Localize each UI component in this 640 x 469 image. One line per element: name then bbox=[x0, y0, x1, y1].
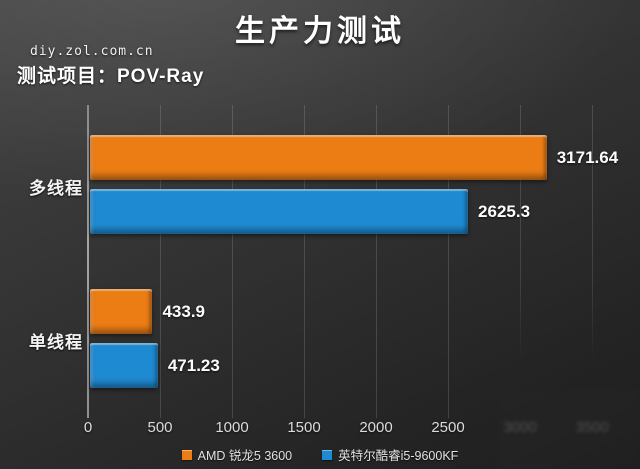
legend-item: 英特尔酷睿i5-9600KF bbox=[322, 445, 458, 464]
gridline-500 bbox=[160, 105, 161, 418]
category-label: 单线程 bbox=[29, 332, 83, 352]
x-tick-label: 3000 bbox=[503, 419, 537, 436]
x-tick-label: 500 bbox=[147, 419, 173, 436]
legend-label: AMD 锐龙5 3600 bbox=[197, 449, 293, 463]
watermark-text: diy.zol.com.cn bbox=[30, 44, 154, 59]
gridline-1500 bbox=[304, 105, 305, 418]
legend-label: 英特尔酷睿i5-9600KF bbox=[338, 449, 459, 463]
gridline-3500 bbox=[592, 105, 593, 418]
x-tick-label: 2500 bbox=[431, 419, 465, 436]
legend-swatch-icon bbox=[181, 449, 192, 460]
x-tick-label: 0 bbox=[83, 419, 93, 436]
test-item-label: 测试项目：POV-Ray bbox=[17, 66, 205, 87]
bar-多线程-英特尔酷睿i5-9600KF bbox=[90, 189, 469, 234]
bar-多线程-AMD 锐龙5 3600 bbox=[90, 135, 547, 180]
gridline-2000 bbox=[376, 105, 377, 418]
x-tick-label: 1000 bbox=[215, 419, 249, 436]
value-label: 2625.3 bbox=[478, 201, 531, 221]
legend-swatch-icon bbox=[322, 449, 333, 460]
value-label: 433.9 bbox=[162, 301, 206, 321]
value-label: 3171.64 bbox=[556, 147, 619, 167]
category-label: 多线程 bbox=[29, 178, 83, 198]
x-tick-label: 2000 bbox=[359, 419, 393, 436]
y-axis-line bbox=[87, 105, 89, 418]
value-label: 471.23 bbox=[167, 355, 220, 375]
bar-单线程-AMD 锐龙5 3600 bbox=[90, 289, 153, 334]
gridline-3000 bbox=[520, 105, 521, 418]
chart-title: 生产力测试 bbox=[235, 15, 405, 48]
gridline-1000 bbox=[232, 105, 233, 418]
legend-item: AMD 锐龙5 3600 bbox=[181, 445, 293, 464]
legend: AMD 锐龙5 3600 英特尔酷睿i5-9600KF bbox=[0, 445, 640, 464]
x-tick-label: 1500 bbox=[287, 419, 321, 436]
bar-单线程-英特尔酷睿i5-9600KF bbox=[90, 343, 158, 388]
gridline-2500 bbox=[448, 105, 449, 418]
x-tick-label: 3500 bbox=[575, 419, 609, 436]
